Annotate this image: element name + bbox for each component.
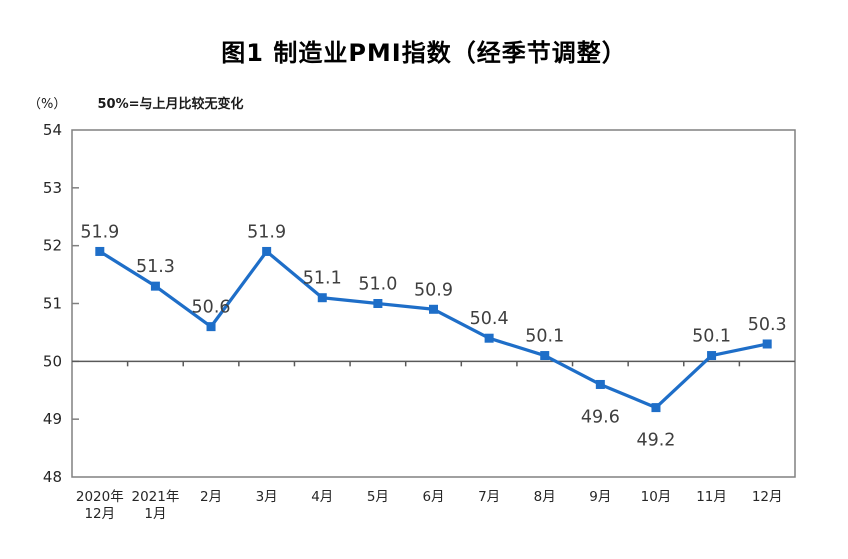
x-axis-label: 4月 (311, 489, 333, 505)
data-point-marker (707, 351, 717, 361)
y-axis-unit-label: （%） (28, 97, 67, 112)
axis-note-row: （%） 50%=与上月比较无变化 (28, 93, 244, 112)
x-axis-label: 2021年 (131, 489, 179, 505)
y-axis-tick-label: 51 (43, 295, 62, 313)
data-point-label: 51.0 (358, 275, 397, 295)
x-axis-label: 3月 (256, 489, 278, 505)
data-point-marker (373, 299, 383, 308)
data-point-label: 50.6 (192, 298, 231, 318)
reference-note: 50%=与上月比较无变化 (97, 97, 244, 112)
x-axis-label: 6月 (422, 489, 444, 505)
x-axis-label: 2月 (200, 489, 222, 505)
x-axis-label: 12月 (752, 489, 783, 505)
data-point-marker (262, 246, 272, 256)
data-point-marker (150, 281, 160, 291)
data-point-marker (484, 333, 494, 343)
x-axis-label: 9月 (589, 489, 611, 505)
data-point-label: 49.6 (581, 407, 620, 427)
x-axis-label: 8月 (534, 489, 556, 505)
data-point-label: 50.3 (748, 315, 787, 335)
data-point-marker (762, 339, 772, 349)
chart-title: 图1 制造业PMI指数（经季节调整） (221, 39, 627, 67)
data-point-marker (206, 322, 216, 332)
data-point-label: 50.9 (414, 280, 453, 300)
x-axis-label: 1月 (144, 506, 166, 522)
data-point-marker (317, 293, 327, 303)
y-axis-tick-label: 54 (43, 121, 62, 139)
x-axis-label: 12月 (84, 506, 115, 522)
data-point-marker (429, 304, 438, 314)
y-axis-tick-label: 49 (43, 410, 62, 428)
data-point-marker (95, 246, 105, 256)
y-axis-tick-label: 48 (43, 468, 62, 486)
y-axis-tick-label: 52 (43, 237, 62, 255)
data-point-marker (651, 403, 661, 413)
data-point-label: 51.9 (80, 222, 119, 242)
data-point-label: 51.3 (136, 257, 175, 277)
x-axis-label: 10月 (641, 489, 672, 505)
x-axis-label: 11月 (696, 489, 727, 505)
pmi-line (98, 249, 769, 410)
data-point-marker (540, 351, 550, 361)
y-axis-tick-label: 50 (43, 352, 62, 370)
x-axis-label: 5月 (367, 489, 389, 505)
data-point-label: 51.1 (303, 269, 342, 289)
data-point-label: 49.2 (636, 431, 675, 451)
data-point-label: 51.9 (247, 222, 286, 242)
x-axis-label: 7月 (478, 489, 500, 505)
data-point-label: 50.4 (470, 309, 509, 329)
x-axis-label: 2020年 (76, 489, 124, 505)
y-axis-tick-label: 53 (43, 179, 62, 197)
data-point-label: 50.1 (525, 327, 564, 347)
data-point-marker (595, 379, 605, 389)
data-point-label: 50.1 (692, 327, 731, 347)
